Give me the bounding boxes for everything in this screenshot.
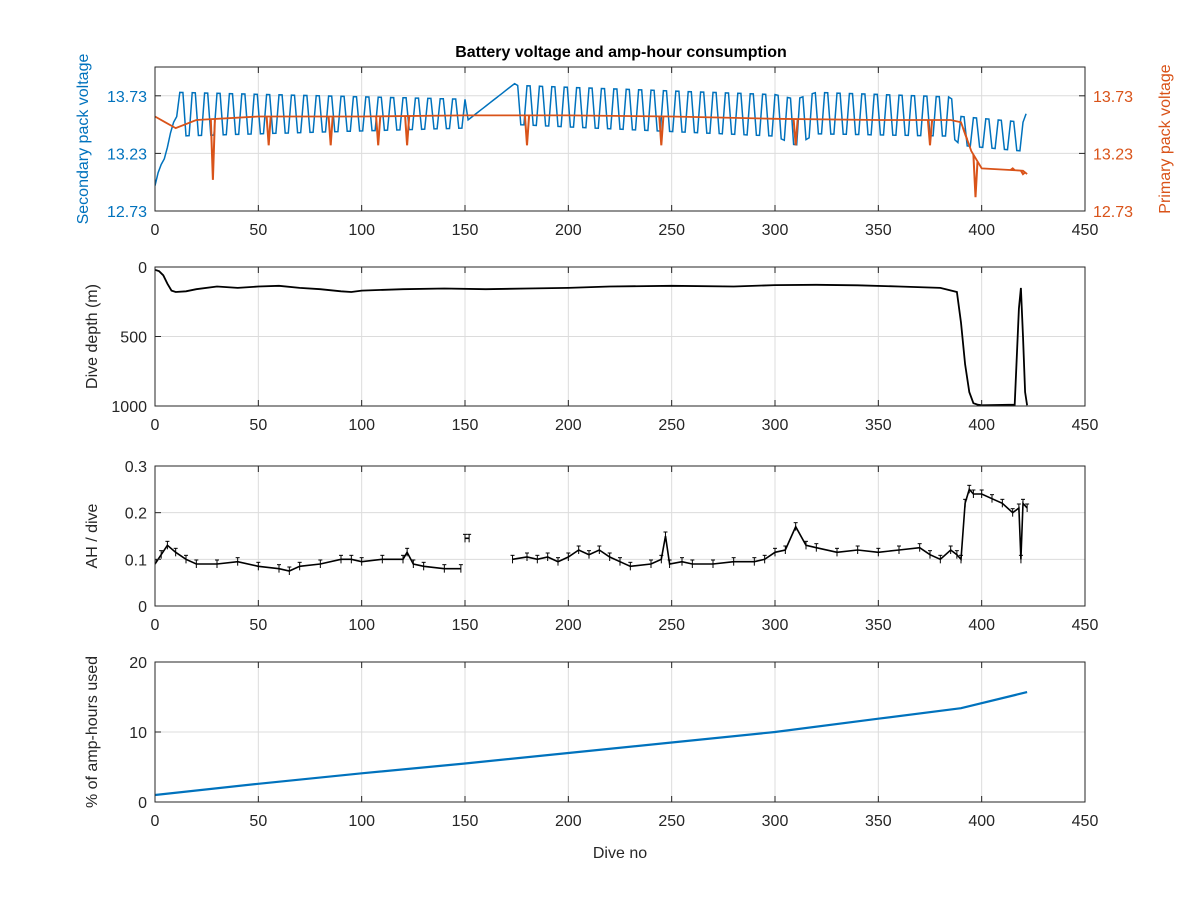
primary-voltage-dip bbox=[265, 116, 272, 146]
figure-title: Battery voltage and amp-hour consumption bbox=[455, 44, 787, 61]
x-tick-label: 400 bbox=[968, 813, 995, 830]
series-line bbox=[512, 487, 1028, 568]
x-tick-label: 350 bbox=[865, 222, 892, 239]
x-tick-label: 250 bbox=[658, 417, 685, 434]
y-tick-label-right: 13.73 bbox=[1093, 89, 1133, 106]
primary-voltage-dip bbox=[962, 127, 969, 140]
x-tick-label: 200 bbox=[555, 617, 582, 634]
series-line bbox=[155, 268, 1028, 406]
primary-voltage-dip bbox=[792, 118, 799, 146]
primary-voltage-dip bbox=[327, 116, 334, 146]
x-tick-label: 0 bbox=[151, 813, 160, 830]
y-tick-label-right: 13.23 bbox=[1093, 146, 1133, 163]
primary-voltage-dip bbox=[926, 119, 934, 146]
x-tick-label: 200 bbox=[555, 222, 582, 239]
primary-voltage-dip bbox=[1009, 167, 1016, 171]
primary-voltage-dip bbox=[404, 115, 411, 146]
x-tick-label: 250 bbox=[658, 617, 685, 634]
x-tick-label: 450 bbox=[1072, 813, 1099, 830]
x-tick-label: 350 bbox=[865, 813, 892, 830]
series-line bbox=[155, 114, 1028, 175]
primary-voltage-dip bbox=[523, 115, 531, 146]
y-tick-label: 0 bbox=[138, 795, 147, 812]
series-line bbox=[155, 544, 461, 572]
x-tick-label: 50 bbox=[249, 417, 267, 434]
x-tick-label: 50 bbox=[249, 813, 267, 830]
x-tick-label: 400 bbox=[968, 222, 995, 239]
x-tick-label: 450 bbox=[1072, 222, 1099, 239]
x-tick-label: 0 bbox=[151, 417, 160, 434]
series-line bbox=[155, 691, 1028, 797]
x-tick-label: 250 bbox=[658, 222, 685, 239]
axes-frame bbox=[154, 465, 1086, 607]
x-tick-label: 350 bbox=[865, 417, 892, 434]
y-axis-label: Dive depth (m) bbox=[84, 284, 101, 389]
y-tick-label: 10 bbox=[129, 725, 147, 742]
series-group bbox=[155, 82, 1028, 198]
x-tick-label: 0 bbox=[151, 222, 160, 239]
x-tick-label: 150 bbox=[452, 617, 479, 634]
series-group bbox=[155, 484, 1030, 575]
x-tick-label: 150 bbox=[452, 222, 479, 239]
series-group bbox=[155, 268, 1028, 406]
x-tick-label: 300 bbox=[762, 617, 789, 634]
x-tick-label: 450 bbox=[1072, 617, 1099, 634]
y-tick-label: 13.23 bbox=[107, 146, 147, 163]
x-tick-label: 300 bbox=[762, 417, 789, 434]
x-tick-label: 200 bbox=[555, 417, 582, 434]
y-tick-label: 20 bbox=[129, 655, 147, 672]
x-tick-label: 100 bbox=[348, 222, 375, 239]
x-tick-label: 100 bbox=[348, 617, 375, 634]
y-tick-label: 0.3 bbox=[125, 459, 147, 476]
x-tick-label: 250 bbox=[658, 813, 685, 830]
x-tick-label: 300 bbox=[762, 813, 789, 830]
y-axis-label: AH / dive bbox=[84, 503, 101, 568]
x-tick-label: 400 bbox=[968, 417, 995, 434]
subplot-4: 0 50 100 150 200 250 300 350 400 450 0 10 20 % of amp… bbox=[84, 655, 1098, 862]
x-tick-label: 400 bbox=[968, 617, 995, 634]
y-axis-label: Secondary pack voltage bbox=[75, 54, 92, 225]
y-tick-label: 0.2 bbox=[125, 506, 147, 523]
y-tick-label: 12.73 bbox=[107, 204, 147, 221]
primary-voltage-dip bbox=[375, 116, 382, 146]
x-tick-label: 0 bbox=[151, 617, 160, 634]
y-tick-label: 0 bbox=[138, 599, 147, 616]
axes-container: 0 50 100 150 200 250 300 350 400 45012.7313.2313.… bbox=[75, 54, 1174, 862]
y-tick-label: 1000 bbox=[111, 399, 147, 416]
x-tick-label: 50 bbox=[249, 222, 267, 239]
primary-voltage-dip bbox=[209, 118, 216, 180]
y-axis-label: % of amp-hours used bbox=[84, 656, 101, 808]
axes-frame bbox=[154, 66, 1086, 212]
y-tick-label: 13.73 bbox=[107, 89, 147, 106]
y-tick-label: 0 bbox=[138, 260, 147, 277]
x-tick-label: 100 bbox=[348, 417, 375, 434]
y-tick-label: 0.1 bbox=[125, 552, 147, 569]
primary-voltage-dip bbox=[972, 154, 979, 198]
primary-voltage-dip bbox=[658, 116, 665, 146]
primary-voltage-dip bbox=[1020, 170, 1026, 176]
series-group bbox=[155, 691, 1028, 797]
subplot-1: 0 50 100 150 200 250 300 350 400 45012.7313.2313.… bbox=[75, 54, 1174, 239]
x-tick-label: 150 bbox=[452, 813, 479, 830]
x-tick-label: 100 bbox=[348, 813, 375, 830]
y-axis-label-right: Primary pack voltage bbox=[1157, 64, 1174, 213]
x-tick-label: 350 bbox=[865, 617, 892, 634]
y-tick-label: 500 bbox=[120, 330, 147, 347]
subplot-3: 0 50 100 150 200 250 300 350 400 450 0 0.1 0.2 0.3 AH … bbox=[84, 459, 1098, 634]
x-tick-label: 300 bbox=[762, 222, 789, 239]
x-tick-label: 200 bbox=[555, 813, 582, 830]
y-tick-label-right: 12.73 bbox=[1093, 204, 1133, 221]
x-tick-label: 50 bbox=[249, 617, 267, 634]
x-axis-label: Dive no bbox=[593, 845, 647, 862]
x-tick-label: 150 bbox=[452, 417, 479, 434]
x-tick-label: 450 bbox=[1072, 417, 1099, 434]
secondary-voltage-line bbox=[155, 82, 1027, 186]
subplot-2: 0 50 100 150 200 250 300 350 400 450 0 500 1000 Dive … bbox=[84, 260, 1098, 434]
